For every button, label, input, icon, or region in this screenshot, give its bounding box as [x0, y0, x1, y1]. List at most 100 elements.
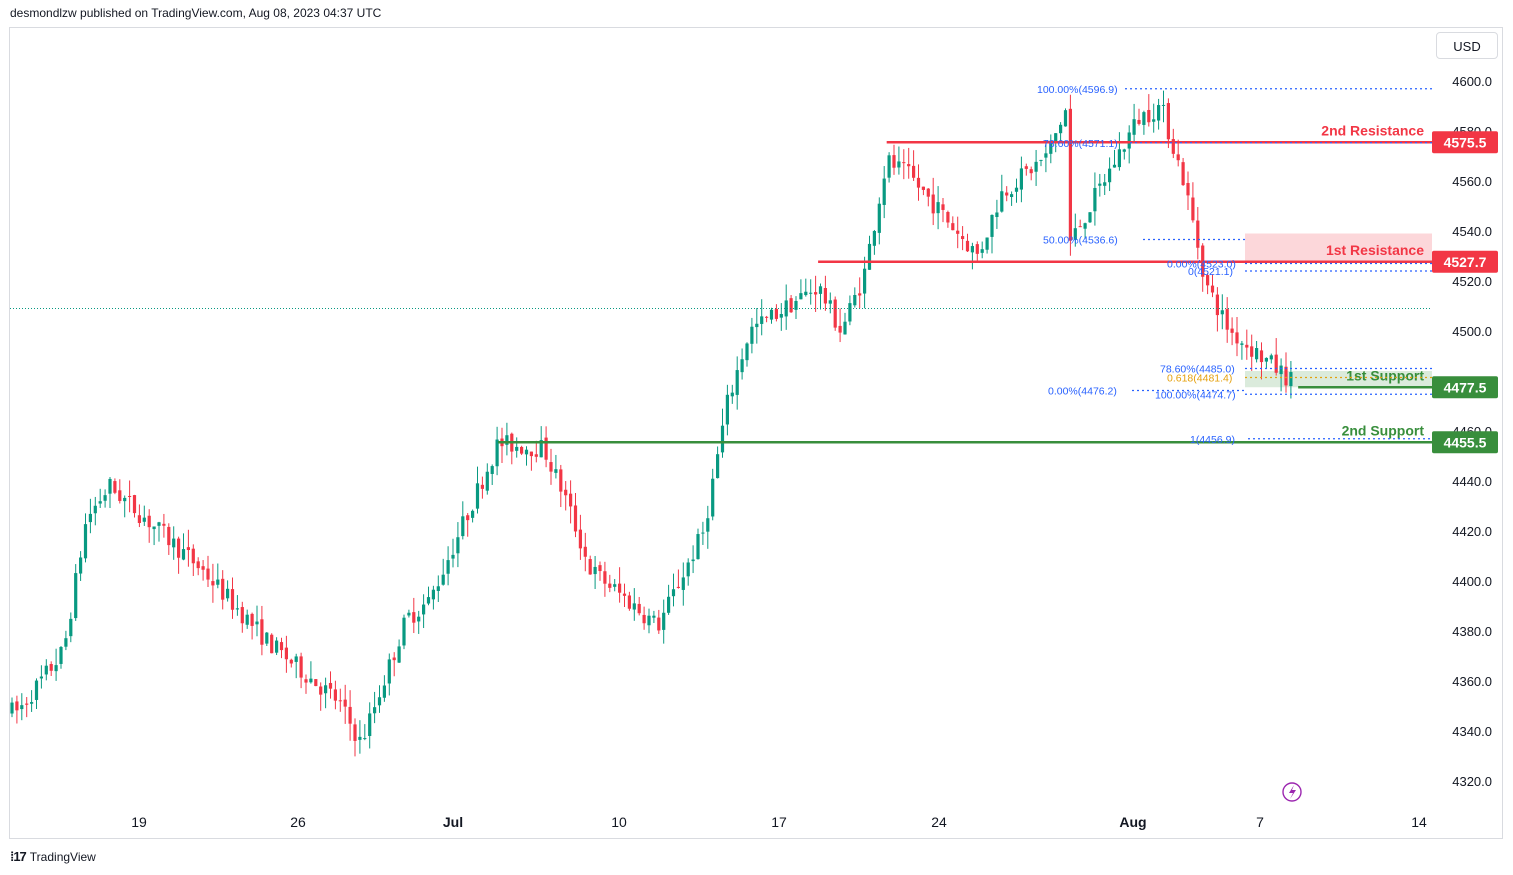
candle-body — [603, 571, 607, 584]
candle-body — [578, 529, 582, 549]
candle-body — [480, 484, 484, 489]
candle-body — [887, 155, 891, 178]
candle-body — [1255, 348, 1259, 360]
candle-body — [446, 560, 450, 574]
fib-label: 78.60%(4571.1) — [1043, 138, 1118, 150]
candle-body — [907, 164, 911, 167]
candle-body — [206, 568, 210, 580]
candle-body — [1088, 212, 1092, 223]
candle-body — [1063, 110, 1068, 127]
candle-body — [1225, 309, 1229, 330]
candle-body — [1044, 153, 1048, 158]
candle-body — [15, 701, 19, 711]
candle-body — [544, 437, 548, 460]
candle-body — [157, 522, 161, 526]
candle-body — [681, 577, 685, 590]
candle-body — [177, 538, 181, 558]
date-tick-label: 10 — [611, 814, 627, 830]
candle-body — [373, 707, 377, 714]
candle-body — [172, 538, 176, 548]
candle-body — [843, 321, 847, 335]
candle-body — [1103, 182, 1107, 186]
candle-body — [965, 240, 970, 252]
candle-body — [270, 634, 274, 654]
candle-body — [49, 664, 53, 671]
candle-body — [44, 665, 48, 675]
date-tick-label: Aug — [1119, 814, 1146, 830]
candle-body — [794, 300, 798, 310]
candle-body — [451, 554, 455, 559]
candle-body — [931, 194, 935, 214]
candle-body — [583, 546, 587, 557]
flash-icon[interactable] — [1282, 782, 1302, 802]
fib-label: 0.00%(4476.2) — [1048, 386, 1117, 398]
candle-body — [201, 566, 205, 570]
candle-body — [103, 495, 107, 501]
price-tick-label: 4560.0 — [1452, 174, 1492, 189]
candle-body — [1289, 372, 1293, 387]
candle-body — [495, 439, 499, 467]
candle-body — [1039, 159, 1043, 161]
candle-body — [828, 300, 832, 304]
candle-body — [720, 425, 725, 453]
candle-body — [657, 617, 661, 631]
candle-body — [1005, 192, 1009, 196]
candle-body — [402, 617, 406, 646]
candle-body — [696, 534, 700, 560]
price-tick-label: 4360.0 — [1452, 674, 1492, 689]
candle-body — [426, 597, 431, 604]
candle-body — [505, 435, 509, 445]
candle-body — [485, 471, 489, 491]
candle-body — [25, 703, 29, 705]
candle-body — [377, 697, 382, 706]
candle-body — [823, 287, 827, 304]
candle-body — [1078, 226, 1082, 228]
candle-body — [686, 562, 690, 577]
candle-body — [1264, 357, 1268, 362]
candle-body — [539, 440, 543, 458]
date-tick-label: 7 — [1256, 814, 1264, 830]
candle-body — [397, 646, 401, 663]
candle-body — [921, 186, 925, 190]
candle-body — [353, 724, 357, 741]
candle-body — [1269, 355, 1273, 360]
candle-body — [755, 323, 759, 328]
candle-body — [627, 595, 631, 609]
date-tick-label: Jul — [443, 814, 463, 830]
candle-body — [319, 686, 323, 695]
candle-body — [1122, 149, 1126, 152]
candle-body — [314, 679, 318, 687]
candle-body — [284, 647, 288, 660]
footer: ⁞17 TradingView — [10, 849, 96, 864]
candle-body — [113, 481, 117, 493]
chart-frame[interactable] — [9, 27, 1503, 839]
candle-body — [98, 501, 102, 504]
candle-body — [985, 237, 989, 250]
candle-body — [1220, 310, 1224, 315]
candle-body — [167, 526, 171, 546]
candle-body — [1000, 191, 1004, 212]
currency-selector[interactable]: USD — [1436, 32, 1498, 59]
candle-body — [88, 513, 92, 523]
candle-body — [289, 659, 293, 664]
footer-brand: TradingView — [29, 849, 96, 864]
price-tick-label: 4500.0 — [1452, 324, 1492, 339]
candle-body — [573, 505, 578, 532]
candle-body — [299, 656, 303, 678]
candle-body — [941, 204, 945, 210]
candle-body — [833, 299, 837, 328]
candle-body — [1029, 169, 1033, 174]
candle-body — [740, 359, 744, 373]
candle-body — [1210, 285, 1215, 293]
candle-body — [368, 713, 372, 736]
fib-label: 50.00%(4536.6) — [1043, 235, 1118, 247]
candle-body — [779, 314, 783, 318]
candle-body — [1274, 354, 1278, 373]
candle-body — [676, 586, 680, 588]
candle-body — [1176, 154, 1180, 161]
fib-label: 0.618(4481.4) — [1167, 373, 1232, 385]
candle-body — [1196, 220, 1200, 248]
candle-body — [123, 497, 127, 502]
date-tick-label: 19 — [131, 814, 147, 830]
